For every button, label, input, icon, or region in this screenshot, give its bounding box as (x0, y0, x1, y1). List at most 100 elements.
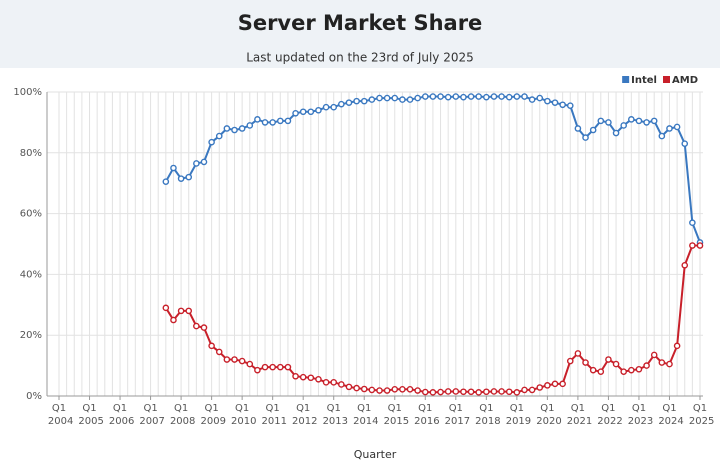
chart-subtitle: Last updated on the 23rd of July 2025 (246, 51, 474, 65)
data-point (673, 342, 681, 350)
x-tick-label: Q1 2025 (686, 403, 715, 427)
data-point (505, 388, 513, 396)
data-point (566, 102, 574, 109)
data-point (582, 134, 589, 141)
legend-label: Intel (631, 75, 657, 86)
data-point (589, 366, 597, 374)
x-tick-label: Q1 2006 (106, 403, 135, 427)
data-point (551, 380, 559, 388)
x-tick-label: Q1 2024 (655, 403, 684, 427)
data-point (681, 140, 689, 147)
data-point (475, 389, 483, 396)
data-point (597, 368, 605, 375)
data-point (391, 386, 399, 393)
data-point (673, 123, 681, 131)
data-point (467, 388, 475, 396)
data-point (238, 357, 246, 365)
data-point (612, 360, 620, 368)
x-tick-label: Q1 2010 (228, 403, 257, 427)
data-point (658, 359, 666, 366)
data-point (284, 117, 292, 125)
data-point (490, 388, 498, 395)
data-point (246, 122, 254, 129)
data-point (574, 350, 582, 357)
data-point (597, 117, 605, 125)
y-tick-label: 20% (20, 330, 42, 341)
data-point (376, 387, 383, 394)
x-tick-label: Q1 2022 (594, 403, 623, 427)
data-point (505, 93, 513, 101)
data-point (383, 94, 391, 102)
data-point (399, 96, 406, 103)
data-point (292, 372, 299, 380)
data-point (475, 93, 483, 100)
x-tick-label: Q1 2004 (45, 403, 74, 427)
data-point (483, 388, 490, 396)
data-point (276, 363, 284, 371)
data-point (414, 387, 421, 394)
data-point (208, 342, 215, 350)
data-point (170, 316, 177, 324)
x-tick-label: Q1 2014 (350, 403, 379, 427)
data-point (589, 126, 597, 134)
data-point (536, 384, 544, 391)
data-point (299, 108, 307, 116)
data-point (215, 132, 223, 140)
data-point (658, 132, 666, 140)
legend-label: AMD (672, 75, 698, 86)
y-tick-label: 80% (20, 148, 42, 159)
data-point (177, 307, 185, 315)
data-point (628, 366, 635, 374)
x-tick-label: Q1 2013 (319, 403, 348, 427)
data-point (360, 385, 368, 393)
y-tick-label: 60% (20, 209, 42, 220)
data-point (353, 97, 360, 105)
data-point (689, 242, 696, 249)
data-point (437, 388, 444, 396)
data-point (460, 388, 467, 396)
data-point (643, 362, 650, 369)
data-point (605, 119, 612, 126)
data-point (261, 363, 269, 371)
data-point (414, 94, 421, 102)
data-point (643, 119, 650, 126)
x-tick-label: Q1 2012 (289, 403, 318, 427)
legend-swatch (622, 76, 630, 83)
data-point (483, 93, 490, 101)
data-point (193, 160, 200, 167)
x-tick-label: Q1 2009 (197, 403, 226, 427)
data-point (238, 125, 246, 132)
x-tick-label: Q1 2021 (564, 403, 593, 427)
data-point (536, 94, 544, 102)
data-point (582, 359, 589, 366)
header-band (0, 0, 720, 68)
x-tick-label: Q1 2023 (625, 403, 654, 427)
data-point (330, 379, 338, 386)
y-tick-label: 0% (26, 391, 42, 402)
x-tick-label: Q1 2008 (167, 403, 196, 427)
data-point (452, 93, 460, 100)
data-point (605, 356, 612, 363)
data-point (368, 96, 376, 103)
data-point (391, 94, 399, 102)
data-point (467, 93, 475, 100)
data-point (437, 93, 444, 100)
data-point (360, 97, 368, 105)
data-point (276, 117, 284, 125)
data-point (696, 242, 704, 249)
x-tick-label: Q1 2019 (503, 403, 532, 427)
data-point (421, 93, 429, 100)
data-point (513, 389, 521, 396)
data-point (666, 360, 673, 368)
data-point (254, 366, 261, 374)
data-point (322, 379, 330, 386)
data-point (307, 374, 315, 382)
x-axis-title: Quarter (354, 448, 397, 461)
data-point (338, 381, 345, 388)
x-tick-label: Q1 2011 (258, 403, 287, 427)
data-point (551, 99, 559, 106)
data-point (429, 93, 437, 100)
data-point (299, 373, 307, 381)
x-tick-label: Q1 2015 (380, 403, 409, 427)
data-point (444, 93, 452, 101)
